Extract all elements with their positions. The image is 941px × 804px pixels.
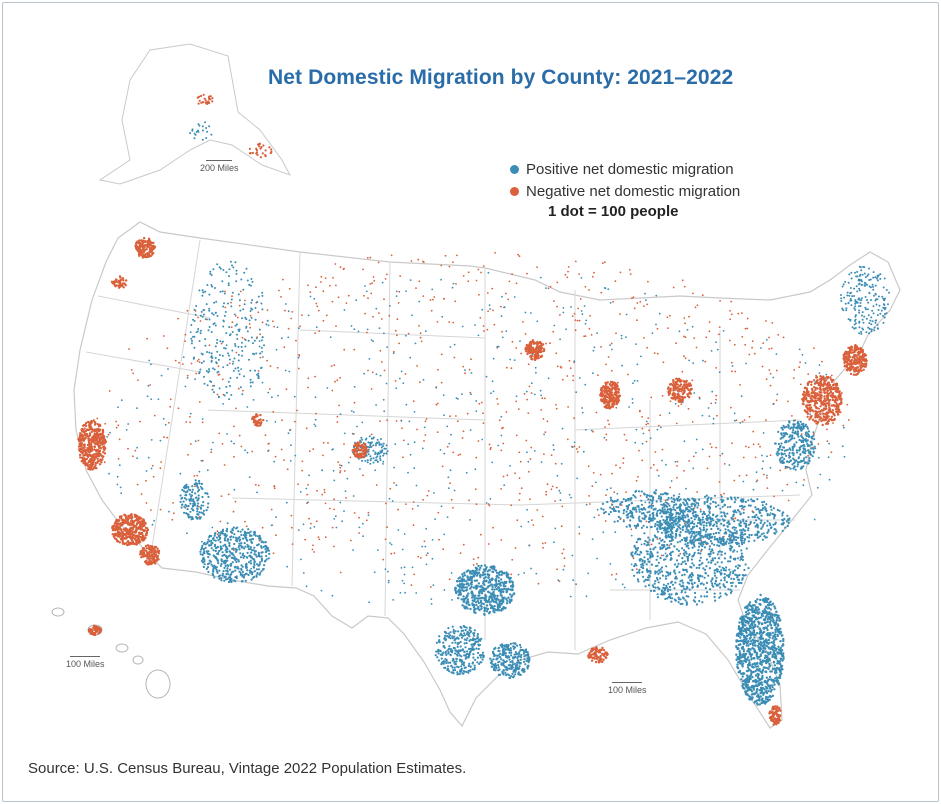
legend-item-negative: Negative net domestic migration bbox=[510, 180, 740, 202]
source-note: Source: U.S. Census Bureau, Vintage 2022… bbox=[28, 760, 467, 777]
mainland-scale-bar: 100 Miles bbox=[608, 682, 647, 695]
land-layer bbox=[51, 43, 901, 729]
legend-item-positive: Positive net domestic migration bbox=[510, 158, 740, 180]
mainland-us-outline bbox=[73, 221, 901, 729]
mainland-scale-label: 100 Miles bbox=[608, 685, 647, 695]
mainland-scale-line bbox=[612, 682, 643, 683]
hawaii-scale-label: 100 Miles bbox=[66, 659, 105, 669]
legend-positive-label: Positive net domestic migration bbox=[526, 160, 734, 178]
map-title: Net Domestic Migration by County: 2021–2… bbox=[268, 66, 734, 89]
hawaii-scale-line bbox=[70, 656, 101, 657]
dot-value-note: 1 dot = 100 people bbox=[548, 203, 679, 220]
migration-dots-layer bbox=[77, 93, 890, 726]
alaska-scale-line bbox=[206, 160, 233, 161]
alaska-scale-label: 200 Miles bbox=[200, 163, 239, 173]
hawaii-islands bbox=[51, 607, 171, 699]
state-borders bbox=[85, 239, 801, 650]
legend: Positive net domestic migration Negative… bbox=[510, 158, 740, 202]
positive-swatch bbox=[510, 164, 519, 174]
legend-negative-label: Negative net domestic migration bbox=[526, 182, 741, 200]
alaska-scale-bar: 200 Miles bbox=[200, 160, 239, 173]
alaska-outline bbox=[98, 43, 292, 185]
hawaii-scale-bar: 100 Miles bbox=[66, 656, 105, 669]
negative-swatch bbox=[510, 186, 519, 196]
